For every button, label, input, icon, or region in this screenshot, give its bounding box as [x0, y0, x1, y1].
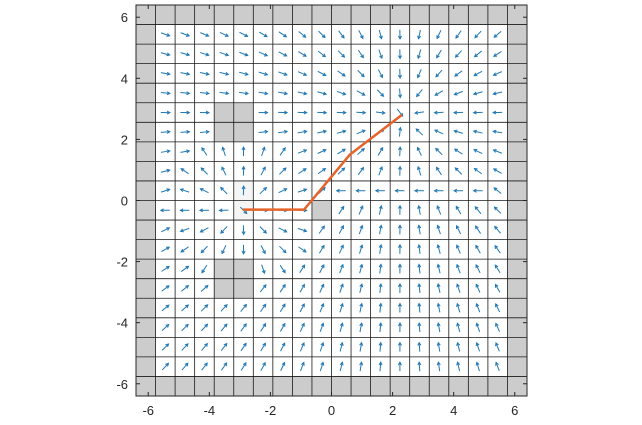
obstacle-cell [507, 357, 527, 377]
obstacle-cell [136, 298, 156, 318]
obstacle-cell [507, 161, 527, 181]
obstacle-cell [175, 5, 195, 25]
obstacle-cell [507, 83, 527, 103]
obstacle-cell [507, 103, 527, 123]
obstacle-cell [136, 220, 156, 240]
obstacle-cell [468, 5, 488, 25]
obstacle-cell [410, 376, 430, 396]
obstacle-cell [507, 64, 527, 84]
x-tick-label: 4 [450, 403, 457, 418]
obstacle-cell [507, 337, 527, 357]
x-tick-label: -2 [265, 403, 277, 418]
obstacle-cell [234, 5, 254, 25]
obstacle-cell [214, 259, 234, 279]
obstacle-cell [136, 25, 156, 45]
obstacle-cell [273, 5, 293, 25]
obstacle-cell [156, 376, 176, 396]
obstacle-cell [214, 103, 234, 123]
obstacle-cell [371, 5, 391, 25]
obstacle-cell [507, 376, 527, 396]
obstacle-cell [136, 83, 156, 103]
obstacle-cell [136, 142, 156, 162]
obstacle-cell [234, 122, 254, 142]
obstacle-cell [195, 5, 215, 25]
obstacle-cell [449, 376, 469, 396]
obstacle-cell [136, 161, 156, 181]
obstacle-cell [136, 376, 156, 396]
obstacle-cell [488, 376, 508, 396]
obstacle-cell [312, 376, 332, 396]
obstacle-cell [507, 279, 527, 299]
y-tick-label: 4 [121, 71, 128, 86]
obstacle-cell [449, 5, 469, 25]
obstacle-cell [234, 376, 254, 396]
obstacle-cell [507, 318, 527, 338]
obstacle-cell [429, 376, 449, 396]
obstacle-cell [507, 181, 527, 201]
y-tick-label: -2 [116, 255, 128, 270]
obstacle-cell [136, 44, 156, 64]
obstacle-cell [371, 376, 391, 396]
obstacle-cell [507, 220, 527, 240]
x-tick-label: 2 [389, 403, 396, 418]
obstacle-cell [136, 103, 156, 123]
obstacle-cell [507, 201, 527, 221]
obstacle-cell [136, 5, 156, 25]
obstacle-cell [234, 279, 254, 299]
obstacle-cell [136, 201, 156, 221]
grid-lines [136, 5, 527, 396]
obstacle-cell [468, 376, 488, 396]
obstacle-cell [429, 5, 449, 25]
obstacle-cell [332, 376, 352, 396]
obstacle-cell [136, 357, 156, 377]
obstacle-cell [332, 5, 352, 25]
y-tick-label: 0 [121, 194, 128, 209]
obstacle-cell [292, 5, 312, 25]
obstacle-cell [175, 376, 195, 396]
obstacle-cell [507, 142, 527, 162]
obstacle-cell [507, 298, 527, 318]
obstacle-cell [507, 5, 527, 25]
obstacle-cell [292, 376, 312, 396]
obstacle-cell [507, 44, 527, 64]
obstacle-cell [507, 240, 527, 260]
obstacle-cell [488, 5, 508, 25]
obstacle-cell [136, 318, 156, 338]
obstacle-cell [312, 201, 332, 221]
obstacle-cell [234, 259, 254, 279]
y-tick-label: 6 [121, 10, 128, 25]
obstacle-cell [214, 122, 234, 142]
obstacle-cell [410, 5, 430, 25]
obstacle-cell [214, 376, 234, 396]
obstacle-cell [214, 5, 234, 25]
y-tick-label: 2 [121, 132, 128, 147]
obstacle-cell [136, 279, 156, 299]
y-tick-label: -4 [116, 316, 128, 331]
obstacle-cell [136, 181, 156, 201]
obstacle-cell [234, 103, 254, 123]
x-tick-label: -4 [204, 403, 216, 418]
obstacle-cell [351, 376, 371, 396]
obstacle-cell [136, 240, 156, 260]
obstacle-cell [195, 376, 215, 396]
obstacle-cell [136, 64, 156, 84]
x-tick-label: 0 [328, 403, 335, 418]
x-tick-label: 6 [511, 403, 518, 418]
x-tick-label: -6 [142, 403, 154, 418]
obstacle-cell [214, 279, 234, 299]
obstacle-cell [312, 5, 332, 25]
obstacle-cell [136, 337, 156, 357]
obstacle-cell [507, 25, 527, 45]
obstacle-cell [351, 5, 371, 25]
y-tick-label: -6 [116, 377, 128, 392]
obstacle-cell [273, 376, 293, 396]
obstacle-cell [156, 5, 176, 25]
